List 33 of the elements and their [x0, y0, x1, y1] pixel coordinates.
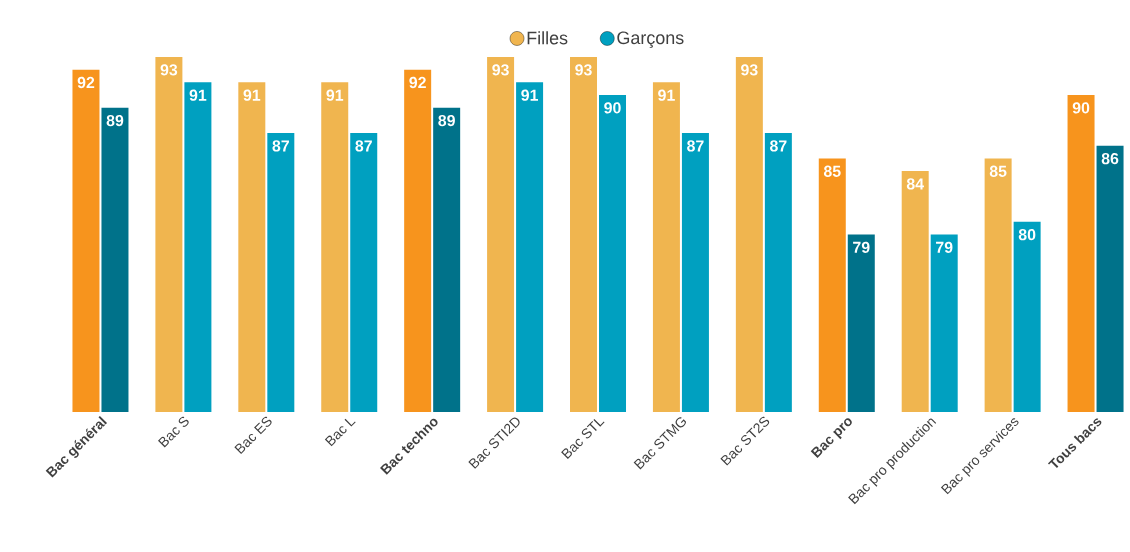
data-label: 87 — [769, 140, 787, 152]
x-tick-label: Bac S — [158, 416, 189, 448]
data-label: 93 — [575, 64, 592, 76]
data-label: 79 — [853, 241, 870, 253]
data-label: 79 — [936, 241, 953, 253]
x-tick-label: Bac STL — [561, 418, 605, 459]
x-tick-label: Bac ES — [234, 416, 272, 455]
x-tick-label: Bac pro — [810, 418, 852, 458]
data-label: 91 — [521, 89, 539, 101]
data-label: 86 — [1101, 152, 1119, 165]
data-label: 89 — [106, 114, 124, 127]
data-label: 91 — [326, 89, 344, 101]
x-tick-label: Bac L — [324, 418, 356, 447]
data-label: 93 — [160, 64, 178, 76]
data-label: 91 — [243, 89, 261, 101]
data-label: 87 — [687, 140, 704, 152]
data-label: 87 — [355, 140, 372, 152]
data-label: 90 — [604, 102, 621, 114]
legend-label: Garçons — [617, 31, 684, 48]
legend-label: Filles — [527, 31, 568, 45]
data-label: 93 — [741, 64, 758, 76]
data-label: 90 — [1072, 102, 1090, 114]
data-label: 91 — [189, 89, 207, 101]
data-label: 80 — [1018, 229, 1036, 241]
data-label: 84 — [906, 178, 924, 190]
data-label: 85 — [989, 165, 1007, 177]
data-label: 91 — [658, 89, 675, 101]
data-label: 92 — [77, 76, 95, 89]
data-label: 93 — [492, 64, 509, 76]
data-label: 92 — [409, 76, 426, 89]
data-label: 85 — [823, 165, 841, 177]
data-label: 89 — [438, 114, 455, 127]
data-label: 87 — [272, 140, 289, 152]
